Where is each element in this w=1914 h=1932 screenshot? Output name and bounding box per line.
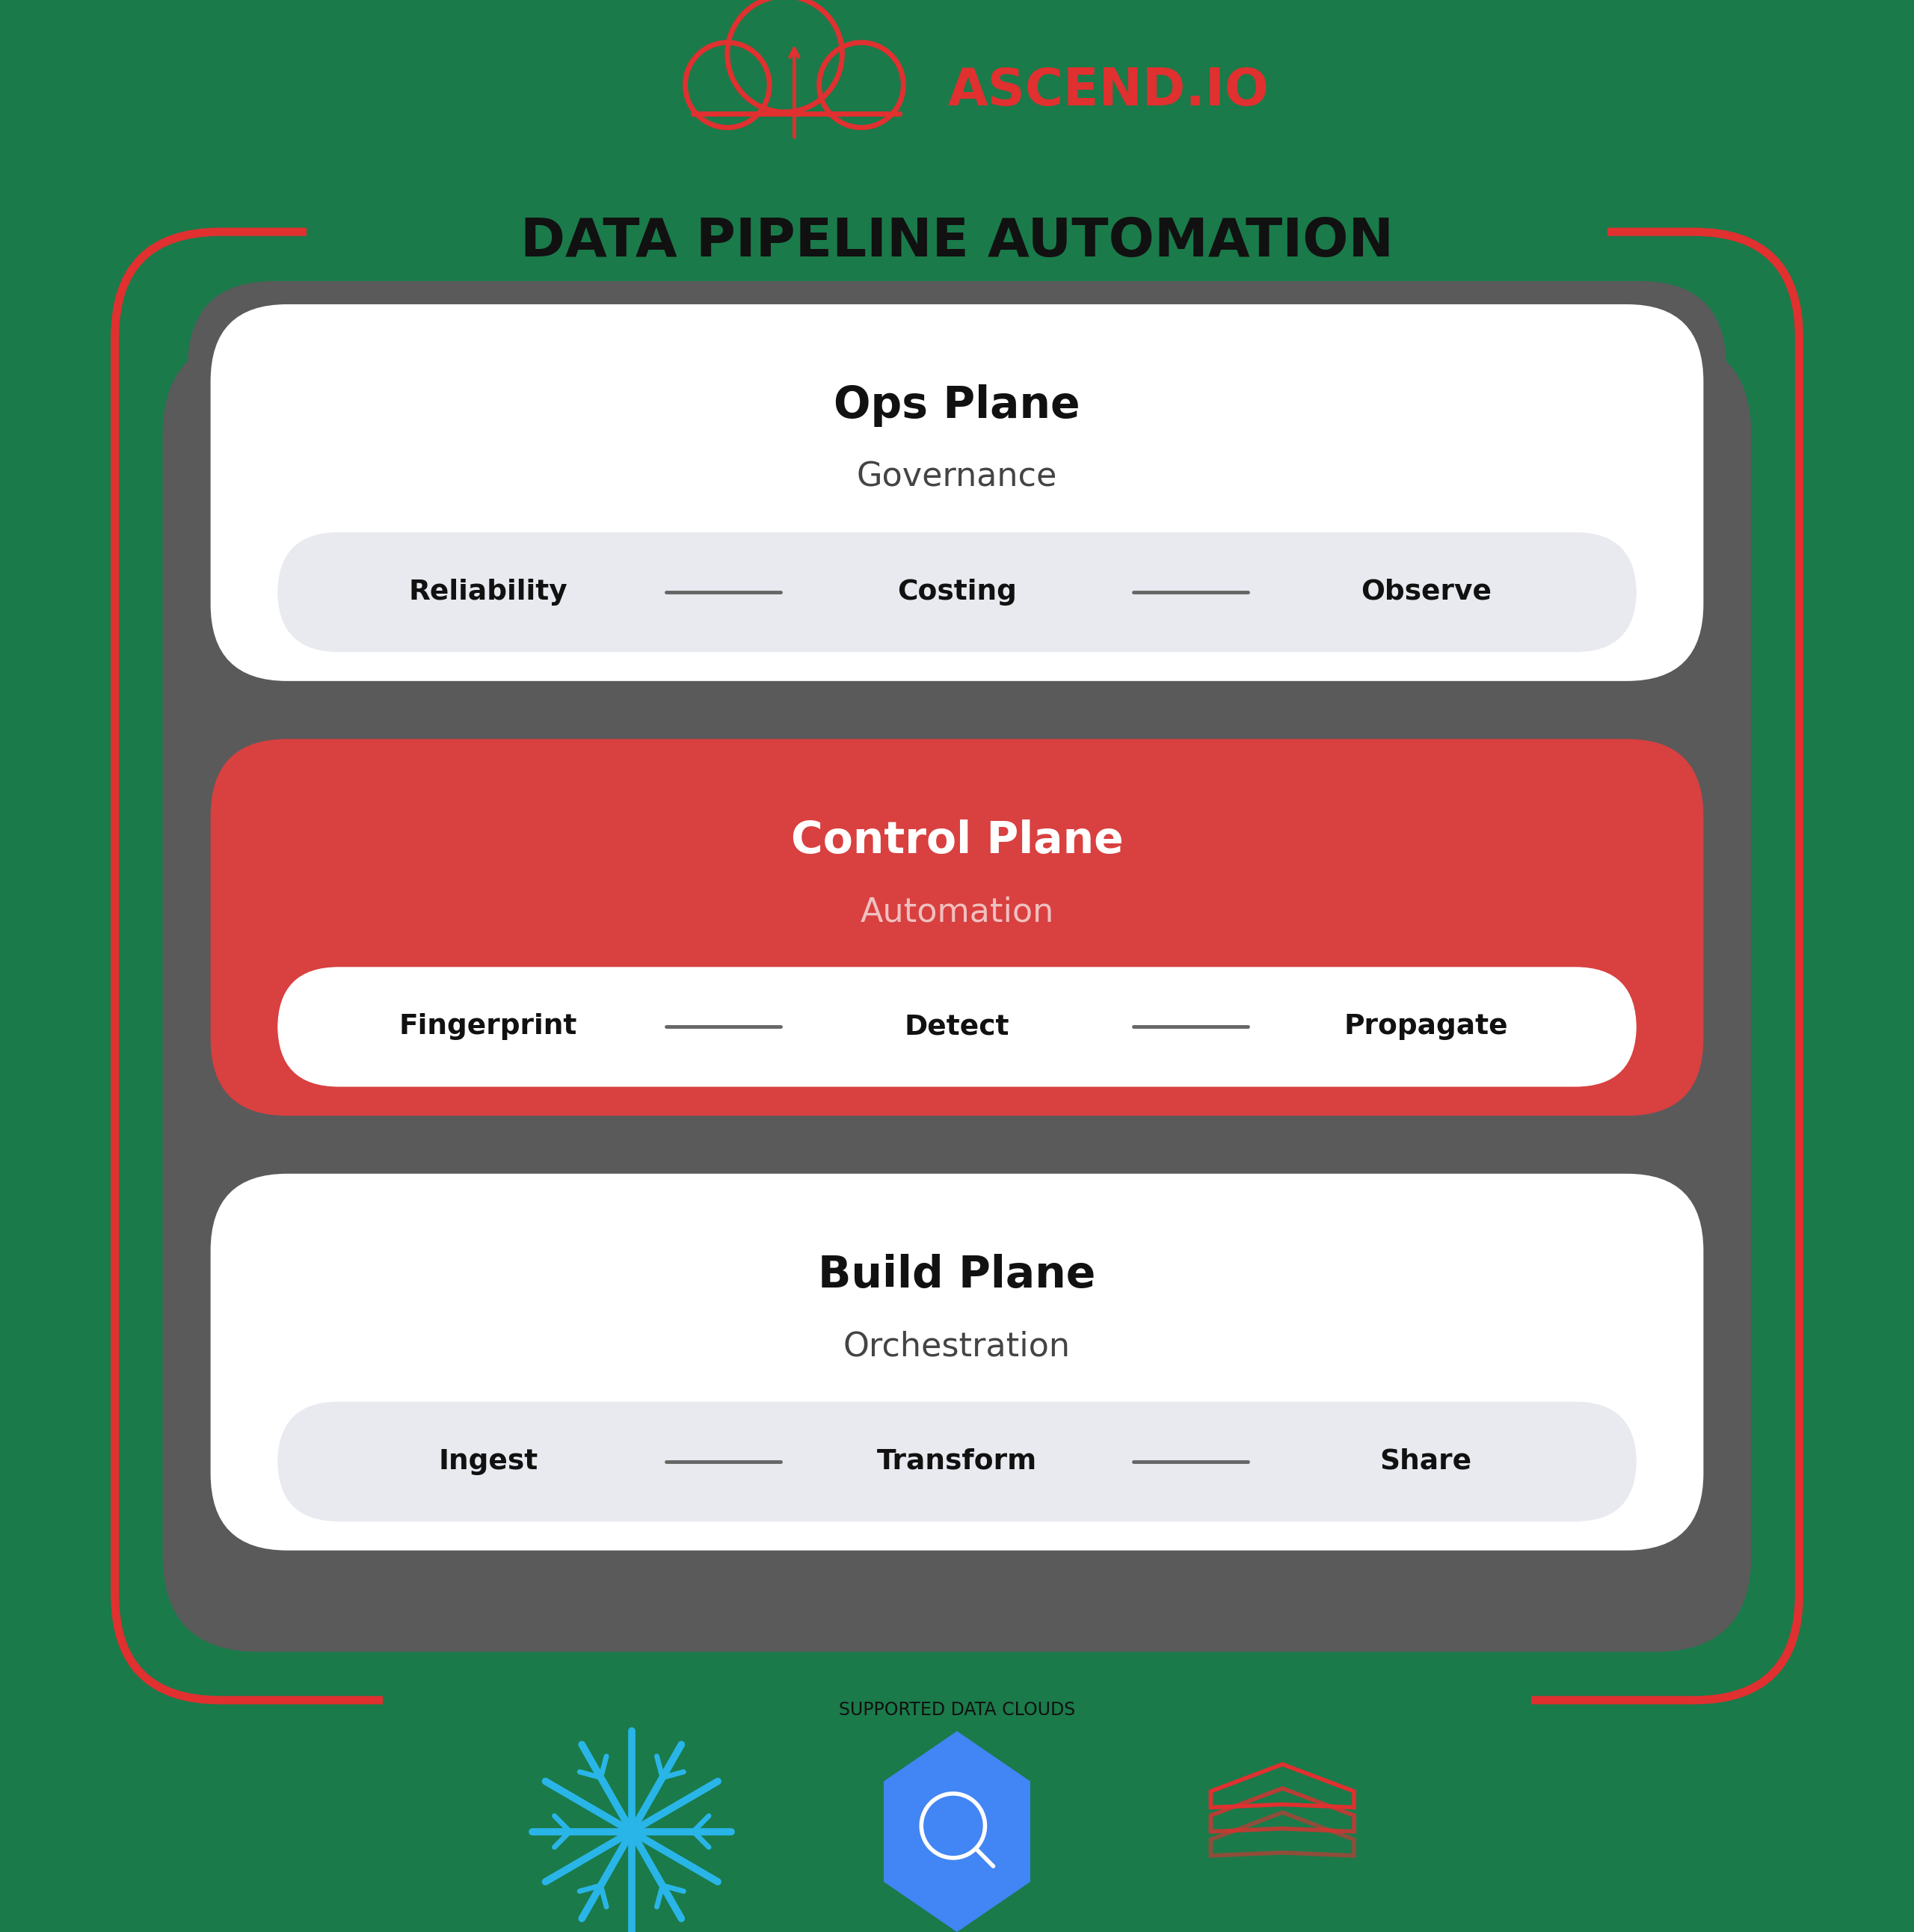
Text: Orchestration: Orchestration [844,1331,1070,1362]
Text: Ingest: Ingest [438,1449,538,1474]
FancyBboxPatch shape [188,1151,1726,1573]
FancyBboxPatch shape [278,966,1636,1086]
FancyBboxPatch shape [211,740,1703,1117]
Bar [306,197,1608,267]
FancyBboxPatch shape [163,338,1751,1652]
Text: Observe: Observe [1361,580,1491,605]
Text: Detect: Detect [905,1014,1009,1039]
Circle shape [685,43,769,128]
Text: Build Plane: Build Plane [817,1254,1097,1296]
Text: Automation: Automation [859,896,1055,927]
Text: SUPPORTED DATA CLOUDS: SUPPORTED DATA CLOUDS [838,1700,1076,1719]
Bar [679,81,919,129]
Polygon shape [884,1731,1030,1932]
Circle shape [618,1818,645,1845]
Circle shape [819,43,903,128]
Text: Governance: Governance [857,462,1057,493]
Bar [383,1681,1531,1739]
FancyBboxPatch shape [278,533,1636,653]
Text: Fingerprint: Fingerprint [398,1014,578,1039]
Circle shape [727,0,842,112]
FancyBboxPatch shape [188,282,1726,705]
FancyBboxPatch shape [211,305,1703,682]
Text: Share: Share [1380,1449,1472,1474]
Text: Transform: Transform [877,1449,1037,1474]
FancyBboxPatch shape [278,1403,1636,1522]
Text: Ops Plane: Ops Plane [835,384,1079,427]
Text: Costing: Costing [898,580,1016,605]
Text: Control Plane: Control Plane [790,819,1124,862]
FancyBboxPatch shape [188,717,1726,1140]
Text: ASCEND.IO: ASCEND.IO [947,66,1269,116]
Text: DATA PIPELINE AUTOMATION: DATA PIPELINE AUTOMATION [521,216,1393,267]
FancyBboxPatch shape [211,1175,1703,1549]
Text: Reliability: Reliability [408,580,568,605]
Text: Propagate: Propagate [1344,1014,1508,1039]
